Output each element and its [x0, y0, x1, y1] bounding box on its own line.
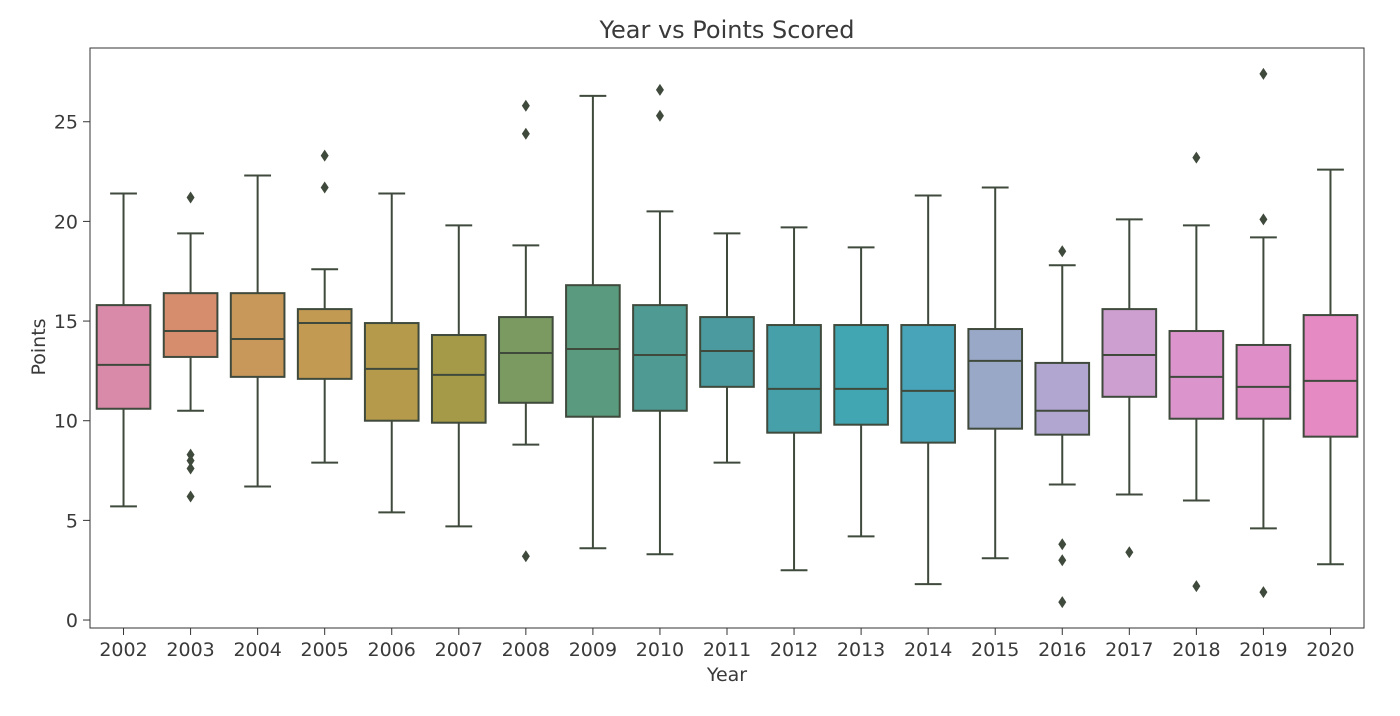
outlier-point-2019: [1259, 213, 1268, 226]
box-2015: [967, 328, 1024, 430]
x-tick-label: 2010: [636, 639, 684, 661]
outlier-point-2005: [320, 149, 329, 162]
x-tick-label: 2005: [301, 639, 349, 661]
x-tick-label: 2006: [368, 639, 416, 661]
x-tick-label: 2004: [233, 639, 281, 661]
box-2004: [229, 292, 286, 378]
chart-title: Year vs Points Scored: [599, 16, 855, 44]
plot-frame: [89, 47, 1365, 629]
x-tick-label: 2008: [502, 639, 550, 661]
box-2013: [833, 324, 889, 426]
outlier-point-2016: [1058, 596, 1067, 609]
outlier-point-2017: [1125, 546, 1134, 559]
box-2016: [1034, 361, 1091, 436]
outlier-point-2005: [320, 181, 329, 194]
box-2012: [766, 324, 822, 434]
outlier-point-2019: [1259, 586, 1268, 599]
outlier-point-2008: [521, 127, 530, 140]
x-tick-label: 2014: [904, 639, 952, 661]
box-2008: [498, 316, 554, 404]
x-tick-label: 2009: [569, 639, 617, 661]
outlier-point-2019: [1259, 67, 1268, 80]
outlier-point-2010: [655, 83, 664, 96]
y-tick-label: 20: [54, 211, 78, 233]
x-axis-label: Year: [706, 664, 747, 686]
x-tick-label: 2011: [703, 639, 751, 661]
outlier-point-2008: [521, 99, 530, 112]
plot-area: 0 5 10 15 20 25 2002 2003 2004 2005 2006 2007 2008 20…: [54, 47, 1365, 661]
x-tick-label: 2002: [99, 639, 147, 661]
x-tick-label: 2016: [1038, 639, 1086, 661]
box-2007: [430, 334, 487, 424]
outlier-point-2003: [186, 454, 195, 467]
x-tick-label: 2018: [1172, 639, 1220, 661]
box-2009: [565, 284, 621, 418]
x-tick-label: 2013: [837, 639, 885, 661]
outlier-point-2016: [1058, 538, 1067, 551]
x-tick-label: 2007: [435, 639, 483, 661]
outlier-point-2003: [186, 490, 195, 503]
x-tick-label: 2019: [1239, 639, 1287, 661]
outlier-point-2008: [521, 550, 530, 563]
outlier-point-2010: [655, 109, 664, 122]
x-tick-label: 2017: [1105, 639, 1153, 661]
box-2010: [632, 304, 688, 412]
y-tick-label: 0: [66, 610, 78, 632]
x-tick-label: 2015: [971, 639, 1019, 661]
outlier-point-2003: [186, 191, 195, 204]
y-tick-label: 5: [66, 510, 78, 532]
box-2005: [296, 308, 353, 380]
y-tick-label: 10: [54, 411, 78, 433]
box-2017: [1101, 308, 1158, 398]
box-2003: [162, 292, 219, 358]
box-2014: [900, 324, 956, 444]
box-2020: [1302, 314, 1359, 438]
x-tick-label: 2012: [770, 639, 818, 661]
y-axis-label: Points: [28, 318, 50, 375]
x-tick-label: 2003: [166, 639, 214, 661]
outlier-point-2016: [1058, 554, 1067, 567]
y-tick-label: 25: [54, 112, 78, 134]
x-tick-label: 2020: [1306, 639, 1354, 661]
y-tick-label: 15: [54, 311, 78, 333]
box-2002: [95, 304, 152, 410]
box-2018: [1168, 330, 1225, 420]
box-2019: [1235, 343, 1292, 420]
outlier-point-2016: [1058, 245, 1067, 258]
box-2006: [363, 322, 420, 422]
outlier-point-2003: [186, 462, 195, 475]
outlier-point-2018: [1192, 151, 1201, 164]
outlier-point-2018: [1192, 580, 1201, 593]
